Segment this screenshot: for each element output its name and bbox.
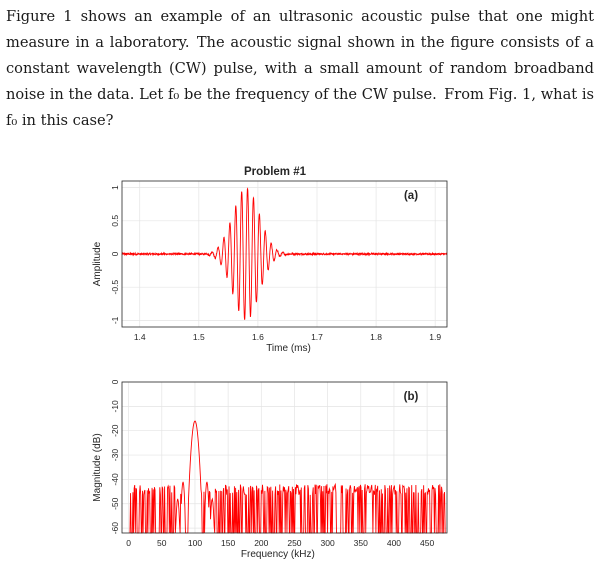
panel-b-ytick-label: 0 xyxy=(110,379,120,384)
panel-b-xtick-label: 100 xyxy=(188,538,202,548)
panel-a-ytick-label: -1 xyxy=(110,316,120,324)
panel-a-ytick-label: -0.5 xyxy=(110,280,120,295)
panel-b-xtick-label: 450 xyxy=(420,538,434,548)
panel-b-ytick-label: -40 xyxy=(110,473,120,486)
panel-a-xtick-label: 1.8 xyxy=(370,332,382,342)
question-text: Figure 1 shows an example of an ultrason… xyxy=(6,4,594,134)
question-sentence-3: Let f₀ be the frequency of the CW pulse. xyxy=(139,86,437,103)
panel-b-ylabel: Magnitude (dB) xyxy=(92,433,103,501)
question-sentence-1: Figure 1 shows an example of an ultrason… xyxy=(6,8,594,51)
panel-b-ytick-label: -30 xyxy=(110,449,120,462)
panel-b-xtick-label: 400 xyxy=(387,538,401,548)
panel-a-axes-box xyxy=(121,180,448,328)
panel-a-ylabel: Amplitude xyxy=(92,241,103,286)
question-sentence-2: The acoustic signal shown in the figure … xyxy=(6,34,594,103)
panel-b-xtick-label: 150 xyxy=(221,538,235,548)
panel-a-ytick-label: 0.5 xyxy=(110,215,120,227)
panel-a-xtick-label: 1.7 xyxy=(311,332,323,342)
question-sentence-4: From Fig. 1, what is f₀ in this case? xyxy=(6,86,595,129)
panel-a-ytick-label: 0 xyxy=(110,251,120,256)
magnitude-spectrum-line xyxy=(129,420,446,534)
panel-b-ytick-label: -20 xyxy=(110,424,120,437)
panel-b-xtick-label: 350 xyxy=(354,538,368,548)
panel-a-xtick-label: 1.6 xyxy=(252,332,264,342)
panel-a-xlabel: Time (ms) xyxy=(266,343,311,354)
panel-b-xtick-label: 250 xyxy=(287,538,301,548)
panel-b-xtick-label: 200 xyxy=(254,538,268,548)
panel-a-label: (a) xyxy=(404,190,418,202)
panel-b-xtick-label: 50 xyxy=(157,538,167,548)
panel-a-tick-labels: 1.4 1.5 1.6 1.7 1.8 1.9 1 0.5 0 -0.5 -1 xyxy=(110,185,441,342)
panel-b-label: (b) xyxy=(404,391,419,403)
panel-b-ytick-label: -10 xyxy=(110,400,120,413)
panel-a-xtick-label: 1.5 xyxy=(193,332,205,342)
amplitude-signal-line xyxy=(121,187,448,320)
panel-a-xtick-label: 1.9 xyxy=(429,332,441,342)
panel-a-ytick-label: 1 xyxy=(110,185,120,190)
panel-a-xtick-label: 1.4 xyxy=(134,332,146,342)
panel-b-ytick-label: -50 xyxy=(110,497,120,510)
panel-b-xtick-label: 300 xyxy=(321,538,335,548)
panel-b-tick-labels: 0 50 100 150 200 250 300 350 400 450 0 -10 -20 -30 -40… xyxy=(110,379,434,548)
panel-b-axes-box xyxy=(121,381,448,534)
panel-b-xtick-label: 0 xyxy=(126,538,131,548)
panel-b-xlabel: Frequency (kHz) xyxy=(241,549,315,560)
panel-a-title: Problem #1 xyxy=(244,166,307,178)
panel-b-ytick-label: -60 xyxy=(110,522,120,535)
frequency-domain-panel: 0 50 100 150 200 250 300 350 400 450 0 -10 -20 -30 -40… xyxy=(92,379,448,560)
time-domain-panel: Problem #1 1.4 1.5 1.6 1.7 1.8 1.9 1 0.5 0 -0.5 -1… xyxy=(92,166,448,354)
